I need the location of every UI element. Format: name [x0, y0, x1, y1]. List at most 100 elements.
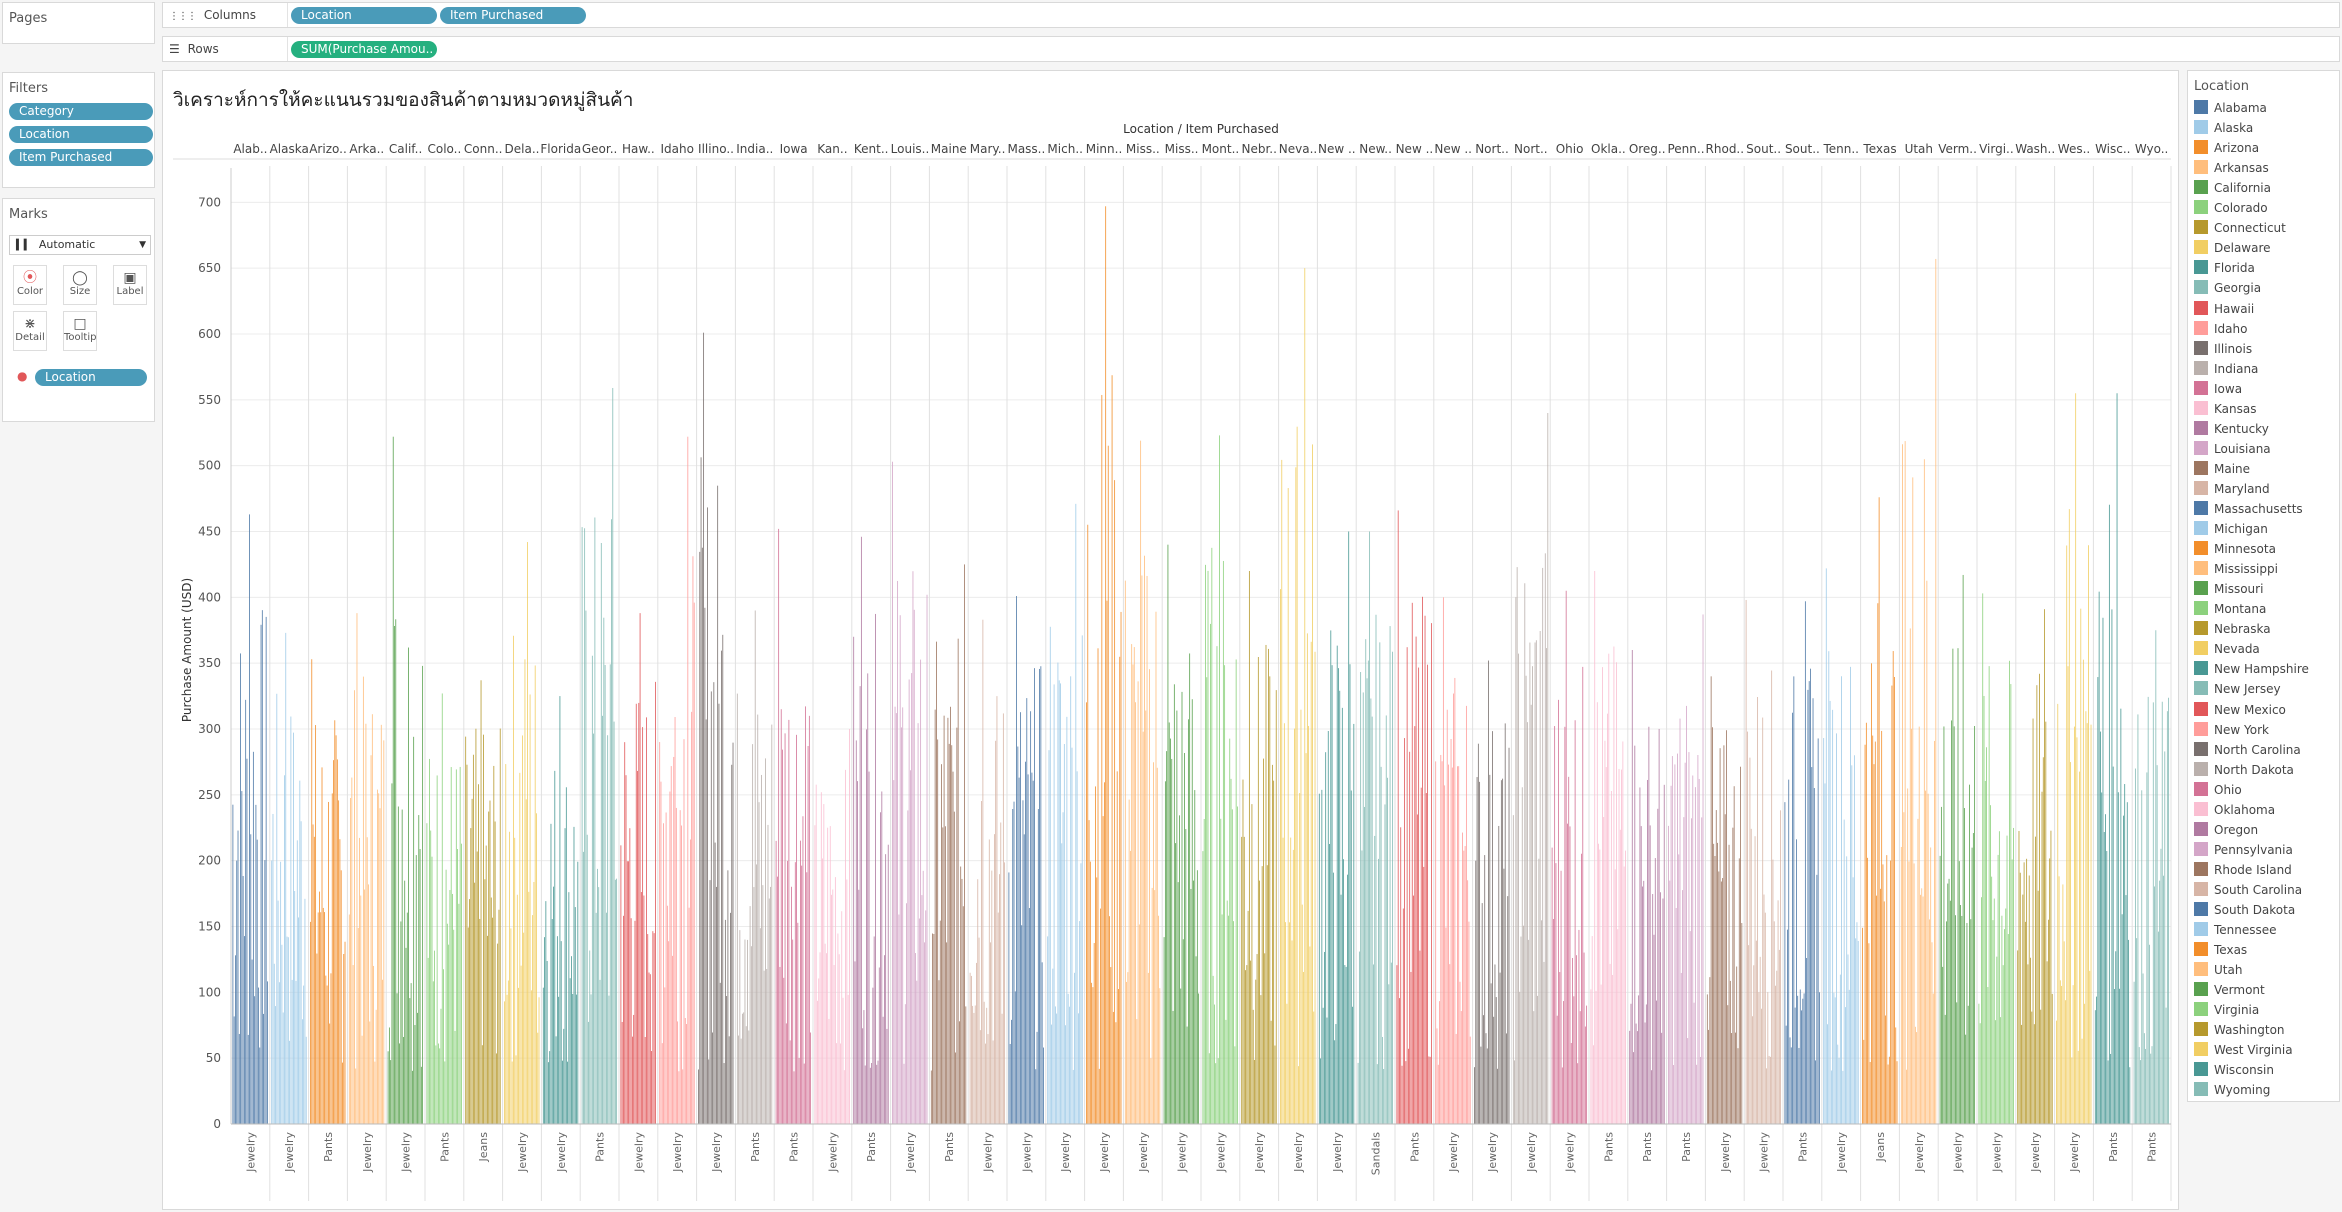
bar: [556, 936, 558, 1124]
legend-item[interactable]: Tennessee: [2194, 921, 2277, 939]
color-button[interactable]: ⦿ Color: [13, 265, 47, 305]
legend-item[interactable]: Vermont: [2194, 981, 2265, 999]
legend-item[interactable]: Nebraska: [2194, 620, 2271, 638]
legend-item[interactable]: Colorado: [2194, 199, 2268, 217]
legend-item[interactable]: Maryland: [2194, 480, 2270, 498]
bar: [788, 719, 790, 1124]
bar: [1071, 747, 1073, 1124]
bar: [410, 983, 412, 1124]
legend-item[interactable]: Oregon: [2194, 821, 2258, 839]
legend-item[interactable]: Michigan: [2194, 520, 2268, 538]
legend-item[interactable]: North Carolina: [2194, 741, 2301, 759]
legend-item[interactable]: California: [2194, 179, 2271, 197]
legend-item[interactable]: Georgia: [2194, 279, 2261, 297]
legend-item[interactable]: New Mexico: [2194, 701, 2286, 719]
bar: [1350, 790, 1352, 1124]
legend-item[interactable]: Nevada: [2194, 640, 2260, 658]
legend-item[interactable]: Missouri: [2194, 580, 2263, 598]
legend-item[interactable]: West Virginia: [2194, 1041, 2293, 1059]
bar: [1422, 596, 1423, 1124]
legend-swatch: [2194, 942, 2208, 957]
legend-item[interactable]: Pennsylvania: [2194, 841, 2293, 859]
legend-item[interactable]: Rhode Island: [2194, 861, 2292, 879]
bar: [1966, 923, 1968, 1124]
legend-item[interactable]: Oklahoma: [2194, 801, 2275, 819]
legend-item[interactable]: Illinois: [2194, 340, 2252, 358]
bar: [2000, 1017, 2002, 1124]
legend-item[interactable]: South Dakota: [2194, 901, 2295, 919]
columns-pill-item-purchased[interactable]: Item Purchased: [440, 7, 586, 24]
bar: [925, 910, 927, 1124]
bar: [1890, 860, 1892, 1124]
legend-item[interactable]: Louisiana: [2194, 440, 2271, 458]
bar: [584, 528, 586, 1124]
legend-item[interactable]: Wyoming: [2194, 1081, 2270, 1099]
legend-item[interactable]: Mississippi: [2194, 560, 2278, 578]
bar: [1575, 955, 1577, 1124]
bar: [797, 922, 799, 1124]
legend-item[interactable]: North Dakota: [2194, 761, 2294, 779]
bar: [1016, 596, 1017, 1124]
bar: [593, 733, 595, 1124]
legend-item[interactable]: Florida: [2194, 259, 2255, 277]
legend-item[interactable]: Ohio: [2194, 781, 2242, 799]
size-button[interactable]: ◯ Size: [63, 265, 97, 305]
bar: [1572, 957, 1573, 1124]
label-button[interactable]: ▣ Label: [113, 265, 147, 305]
legend-item[interactable]: Kentucky: [2194, 420, 2269, 438]
legend-item[interactable]: Delaware: [2194, 239, 2271, 257]
legend-item[interactable]: Texas: [2194, 941, 2247, 959]
bar: [1036, 1031, 1038, 1124]
legend-item[interactable]: Wisconsin: [2194, 1061, 2274, 1079]
columns-pill-location[interactable]: Location: [291, 7, 437, 24]
rows-shelf[interactable]: ☰ Rows SUM(Purchase Amou..: [162, 36, 2340, 62]
location-header-alaska: Alaska: [270, 142, 309, 156]
marks-pill-location[interactable]: Location: [35, 369, 147, 386]
legend-item[interactable]: Washington: [2194, 1021, 2285, 1039]
mark-type-dropdown[interactable]: ▍▍ Automatic ▼: [9, 235, 151, 255]
filter-pill-category[interactable]: Category: [9, 103, 153, 120]
filter-pill-location[interactable]: Location: [9, 126, 153, 143]
legend-item[interactable]: New Jersey: [2194, 680, 2281, 698]
bar: [1270, 1020, 1272, 1124]
bar: [497, 943, 499, 1124]
bar: [361, 1035, 363, 1124]
bar: [1582, 666, 1584, 1124]
legend-item[interactable]: Hawaii: [2194, 300, 2254, 318]
bar: [1951, 720, 1953, 1124]
legend-item[interactable]: Virginia: [2194, 1001, 2259, 1019]
legend-item[interactable]: Alaska: [2194, 119, 2253, 137]
bar: [2116, 393, 2118, 1124]
bar: [1418, 667, 1420, 1124]
bar: [1072, 1069, 1074, 1124]
legend-item[interactable]: Idaho: [2194, 320, 2247, 338]
legend-item[interactable]: Maine: [2194, 460, 2250, 478]
bar: [1631, 650, 1633, 1124]
bar: [1777, 900, 1779, 1124]
legend-item[interactable]: Connecticut: [2194, 219, 2286, 237]
legend-item[interactable]: Kansas: [2194, 400, 2256, 418]
legend-item[interactable]: Alabama: [2194, 99, 2267, 117]
filter-pill-item-purchased[interactable]: Item Purchased: [9, 149, 153, 166]
legend-item[interactable]: Iowa: [2194, 380, 2242, 398]
tooltip-button[interactable]: □ Tooltip: [63, 311, 97, 351]
legend-item[interactable]: Massachusetts: [2194, 500, 2303, 518]
bar: [1027, 774, 1029, 1124]
legend-item[interactable]: Utah: [2194, 961, 2242, 979]
detail-button[interactable]: ⋇ Detail: [13, 311, 47, 351]
legend-item[interactable]: Indiana: [2194, 360, 2258, 378]
legend-item[interactable]: New Hampshire: [2194, 660, 2309, 678]
bar: [1657, 808, 1659, 1124]
bar: [452, 893, 453, 1124]
legend-item[interactable]: Montana: [2194, 600, 2266, 618]
bar: [1532, 666, 1533, 1124]
legend-item[interactable]: Arkansas: [2194, 159, 2269, 177]
legend-item[interactable]: Arizona: [2194, 139, 2259, 157]
legend-label: Minnesota: [2214, 542, 2276, 557]
bar: [2013, 827, 2014, 1124]
rows-pill-sum-purchase-amount[interactable]: SUM(Purchase Amou..: [291, 41, 437, 58]
legend-item[interactable]: Minnesota: [2194, 540, 2276, 558]
legend-item[interactable]: New York: [2194, 721, 2269, 739]
legend-item[interactable]: South Carolina: [2194, 881, 2302, 899]
columns-shelf[interactable]: ⋮⋮⋮ Columns Location Item Purchased: [162, 2, 2340, 28]
